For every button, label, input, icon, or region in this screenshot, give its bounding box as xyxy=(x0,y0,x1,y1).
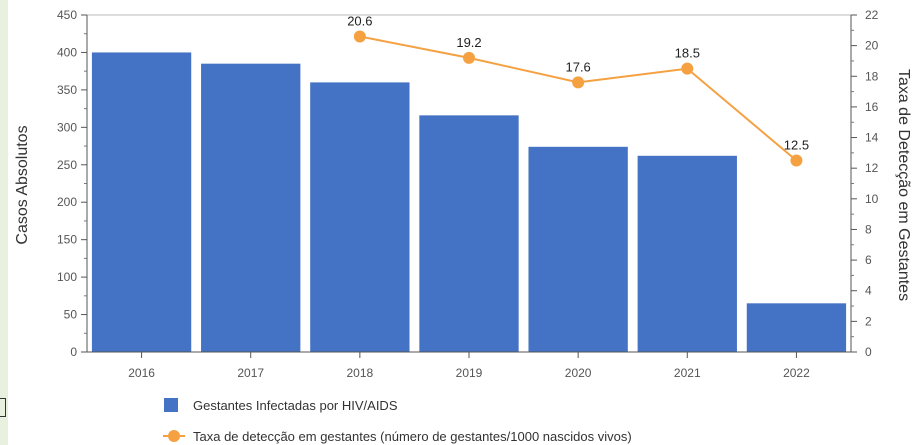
line-series: 20.6 19.2 17.6 18.5 12.5 xyxy=(347,13,809,167)
y-left-tick-label: 100 xyxy=(57,270,77,284)
edge-bracket xyxy=(0,398,6,417)
x-tick-label-2017: 2017 xyxy=(237,366,264,380)
x-tick-label-2018: 2018 xyxy=(347,366,374,380)
y-left-tick-label: 0 xyxy=(70,345,77,359)
rate-label-2018: 20.6 xyxy=(347,13,372,28)
y-right-tick-label: 18 xyxy=(865,69,879,83)
rate-label-2021: 18.5 xyxy=(675,46,700,61)
y-right-tick-label: 12 xyxy=(865,161,879,175)
x-tick-label-2016: 2016 xyxy=(128,366,155,380)
y-right-tick-label: 6 xyxy=(865,253,872,267)
y-right-tick-label: 22 xyxy=(865,8,879,22)
bar-2022 xyxy=(746,303,847,352)
rate-point-2018 xyxy=(353,30,366,43)
y-right-tick-label: 20 xyxy=(865,39,879,53)
y-left-tick-label: 300 xyxy=(57,120,77,134)
y-right-tick-label: 2 xyxy=(865,314,872,328)
y-axis-title-left: Casos Absolutos xyxy=(14,125,31,244)
x-tick-label-2022: 2022 xyxy=(783,366,810,380)
legend-label-bar: Gestantes Infectadas por HIV/AIDS xyxy=(193,398,398,413)
legend: Gestantes Infectadas por HIV/AIDS Taxa d… xyxy=(163,398,632,444)
y-right-tick-label: 8 xyxy=(865,222,872,236)
legend-swatch-bar xyxy=(164,398,178,412)
y-right-tick-label: 10 xyxy=(865,192,879,206)
y-left-tick-label: 150 xyxy=(57,233,77,247)
bar-2021 xyxy=(637,155,737,352)
y-left-tick-label: 400 xyxy=(57,45,77,59)
rate-label-2020: 17.6 xyxy=(565,59,590,74)
rate-point-2022 xyxy=(790,154,803,167)
y-right-tick-label: 0 xyxy=(865,345,872,359)
bar-2019 xyxy=(419,115,519,353)
left-edge-strip xyxy=(0,0,8,445)
y-axis-title-right: Taxa de Detecção em Gestantes xyxy=(895,69,912,301)
y-left-tick-label: 450 xyxy=(57,8,77,22)
y-left-tick-label: 50 xyxy=(64,308,78,322)
bar-2020 xyxy=(528,146,628,352)
legend-label-line: Taxa de detecção em gestantes (número de… xyxy=(193,429,632,444)
y-right-tick-label: 4 xyxy=(865,284,872,298)
x-tick-label-2020: 2020 xyxy=(565,366,592,380)
bar-2018 xyxy=(310,82,410,353)
rate-label-2019: 19.2 xyxy=(456,35,481,50)
rate-point-2019 xyxy=(463,51,475,64)
x-tick-label-2019: 2019 xyxy=(456,366,483,380)
y-right-tick-label: 16 xyxy=(865,100,879,114)
bar-2017 xyxy=(201,63,301,353)
y-left-tick-label: 350 xyxy=(57,83,77,97)
rate-label-2022: 12.5 xyxy=(784,138,809,153)
legend-swatch-marker xyxy=(168,430,180,442)
bar-2016 xyxy=(91,52,192,352)
rate-point-2021 xyxy=(681,62,694,75)
x-tick-label-2021: 2021 xyxy=(674,366,701,380)
y-left-tick-label: 250 xyxy=(57,158,77,172)
bar-series xyxy=(91,52,847,353)
y-left-tick-label: 200 xyxy=(57,195,77,209)
rate-point-2020 xyxy=(572,76,585,89)
y-right-tick-label: 14 xyxy=(865,131,879,145)
axes: 0 50 100 150 200 250 300 350 400 450 0 2 4 6 8 10 12 14 16… xyxy=(57,8,879,380)
